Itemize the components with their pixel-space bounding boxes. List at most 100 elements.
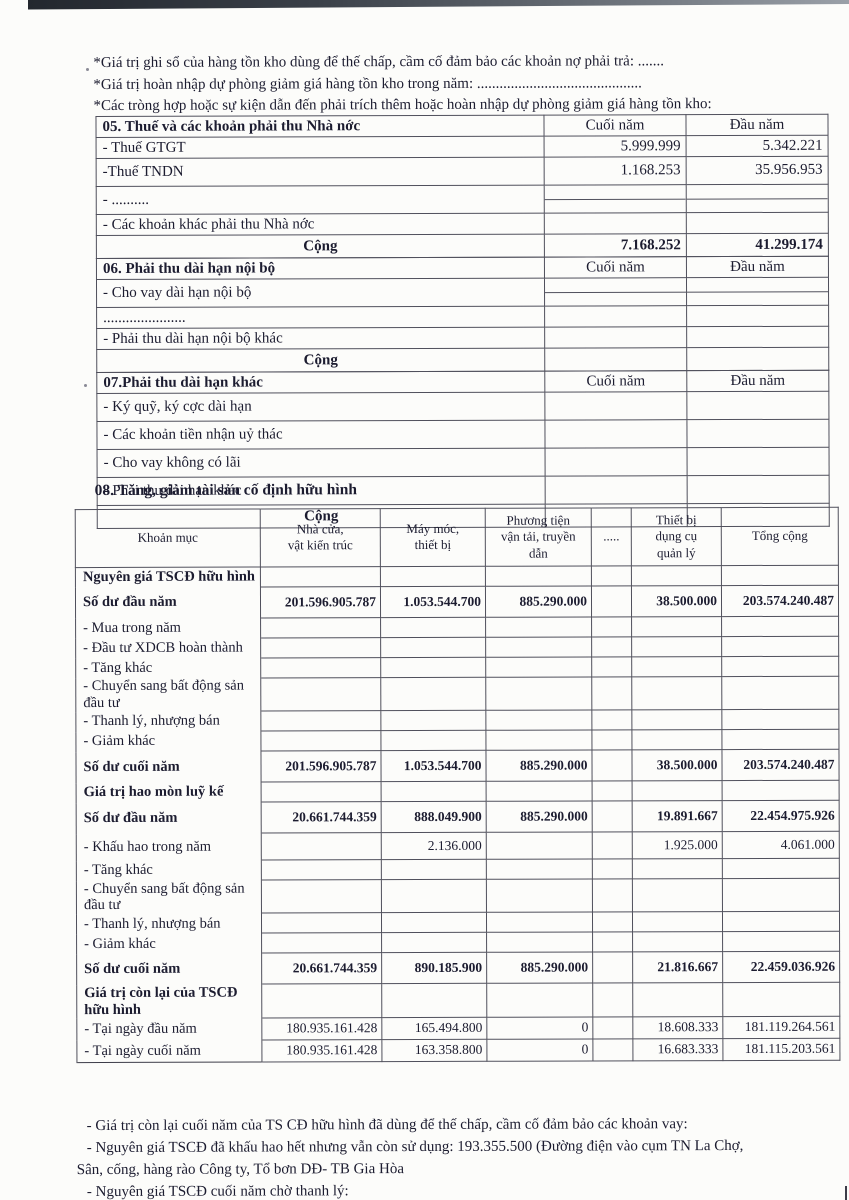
value-cell-4: 38.500.000 [631, 585, 722, 617]
value-cell-3 [591, 656, 632, 677]
table-row: - Chuyển sang bất động sản đầu tư [76, 878, 840, 915]
row-label-cell: - Chuyển sang bất động sản đầu tư [76, 880, 262, 915]
value-cell-3 [592, 1038, 633, 1061]
value-cell-3 [591, 729, 632, 751]
value-cell-0: 20.661.744.359 [261, 953, 382, 985]
value-cell-5 [722, 931, 840, 953]
table-row: - Cho vay không có lãi [97, 447, 830, 478]
row-label-cell: Số dư cuối năm [76, 953, 262, 986]
value-cell-3 [592, 780, 633, 802]
value-cell-end [545, 447, 688, 477]
value-cell-1 [380, 566, 486, 587]
footnote-line: - Nguyên giá TSCĐ cuối năm chờ thanh lý: [86, 1183, 349, 1200]
row-label-cell: - Chuyển sang bất động sản đầu tư [75, 677, 261, 712]
value-cell-0 [261, 832, 382, 861]
value-cell-2 [486, 781, 593, 802]
value-cell-5: 181.119.264.561 [722, 1015, 840, 1039]
row-label-cell: - Cho vay không có lãi [97, 448, 546, 478]
value-cell-2: 885.290.000 [485, 750, 593, 782]
table-row: - Thanh lý, nhượng bán [76, 911, 840, 935]
value-cell-2: 0 [486, 1016, 593, 1040]
value-cell-4 [631, 676, 722, 710]
total-value-end [544, 347, 687, 372]
table-row: Số dư đầu năm 20.661.744.359 888.049.900 88… [76, 800, 840, 834]
value-cell-0: 20.661.744.359 [261, 801, 382, 834]
value-cell-3 [591, 749, 633, 782]
row-label-cell: - Ký quỹ, ký cợc dài hạn [96, 392, 545, 422]
column-header-4: ..... [591, 507, 632, 566]
value-cell-1 [380, 677, 486, 711]
value-cell-4: 21.816.667 [632, 952, 723, 984]
value-cell-1: 888.049.900 [381, 801, 487, 833]
value-cell-3 [591, 636, 632, 657]
receivables-table: 06. Phải thu dài hạn nội bộ Cuối năm Đầu n… [95, 255, 830, 374]
scan-artifact-edge-mark [845, 1186, 847, 1200]
value-cell-1: 1.053.544.700 [380, 750, 487, 782]
value-cell-3 [592, 831, 633, 860]
table-row: - Tăng khác [76, 858, 840, 881]
row-label-cell: - Tăng khác [76, 860, 262, 881]
value-cell-0 [260, 566, 381, 587]
value-cell-begin [686, 391, 829, 420]
value-cell-4 [631, 656, 722, 677]
row-label-cell: Số dư cuối năm [75, 751, 262, 783]
value-cell-5 [722, 858, 840, 879]
table-row: - Phải thu dài hạn nội bộ khác [96, 326, 829, 350]
value-cell-1: 163.358.800 [381, 1039, 487, 1062]
scan-speck [84, 384, 87, 387]
value-cell-5: 22.459.036.926 [722, 951, 840, 984]
value-cell-5: 181.115.203.561 [722, 1037, 840, 1061]
table-row: - Giảm khác [76, 931, 840, 955]
value-cell-3 [591, 585, 632, 617]
value-cell-0 [260, 730, 381, 752]
section-08-heading: 08. Tăng, giảm tài sản cố định hữu hình [94, 481, 357, 500]
value-cell-1 [381, 781, 487, 802]
value-cell-1: 165.494.800 [381, 1017, 487, 1040]
value-cell-end [545, 475, 688, 505]
value-cell-5 [721, 615, 839, 637]
value-cell-0 [261, 859, 382, 881]
row-label-cell: - Các khoản tiền nhận uỷ thác [96, 420, 546, 450]
receivables-tables: 05. Thuế và các khoản phải thu Nhà nớc Cu… [95, 113, 830, 530]
table-row: - Mua trong năm [75, 615, 839, 639]
value-cell-2 [486, 912, 593, 933]
col-header-end-of-year: Cuối năm [544, 370, 687, 393]
value-cell-4 [631, 709, 722, 730]
col-header-start-of-year: Đầu năm [686, 256, 829, 278]
table-row: - Tăng khác [75, 655, 839, 679]
row-label-cell: -Thuế TNDN [96, 157, 545, 187]
value-cell-3 [591, 676, 632, 711]
total-value-begin: 41.299.174 [686, 233, 829, 257]
col-header-start-of-year: Đầu năm [685, 114, 829, 136]
value-cell-5 [721, 635, 839, 657]
value-cell-1 [381, 983, 487, 1018]
value-cell-2: 885.290.000 [485, 585, 592, 618]
row-label-cell: Giá trị còn lại của TSCĐ hữu hình [76, 984, 262, 1019]
total-label-cell: Cộng [96, 234, 545, 259]
value-cell-5: 203.574.240.487 [721, 749, 840, 781]
table-header-row: 05. Thuế và các khoản phải thu Nhà nớc Cu… [95, 114, 829, 138]
row-label-cell: ...................... [96, 306, 545, 329]
value-cell-5 [721, 709, 839, 730]
value-cell-0 [260, 677, 381, 712]
value-cell-begin [687, 475, 830, 504]
value-cell-end [544, 277, 687, 307]
value-cell-begin: 35.956.953 [686, 156, 829, 185]
value-cell-4 [631, 729, 722, 750]
row-label-cell: - Tại ngày đầu năm [76, 1017, 262, 1041]
table-row: -Thuế TNDN 1.168.253 35.956.953 [96, 156, 829, 187]
value-cell-3 [592, 800, 633, 833]
value-cell-2 [485, 565, 592, 587]
value-cell-2 [485, 676, 592, 711]
value-cell-0 [261, 933, 382, 954]
value-cell-4: 19.891.667 [632, 800, 723, 832]
value-cell-1: 1.053.544.700 [380, 586, 486, 618]
footnote-line: - Giá trị còn lại cuối năm của TS CĐ hữu… [86, 1116, 688, 1135]
note-line: *Giá trị ghi sổ của hàng tồn kho dùng để… [93, 53, 665, 72]
value-cell-4: 18.608.333 [632, 1016, 723, 1039]
value-cell-0 [260, 637, 381, 658]
value-cell-5 [722, 911, 840, 933]
table-row: - Tại ngày cuối năm 180.935.161.428 163.35… [76, 1037, 840, 1063]
value-cell-0 [260, 657, 381, 678]
